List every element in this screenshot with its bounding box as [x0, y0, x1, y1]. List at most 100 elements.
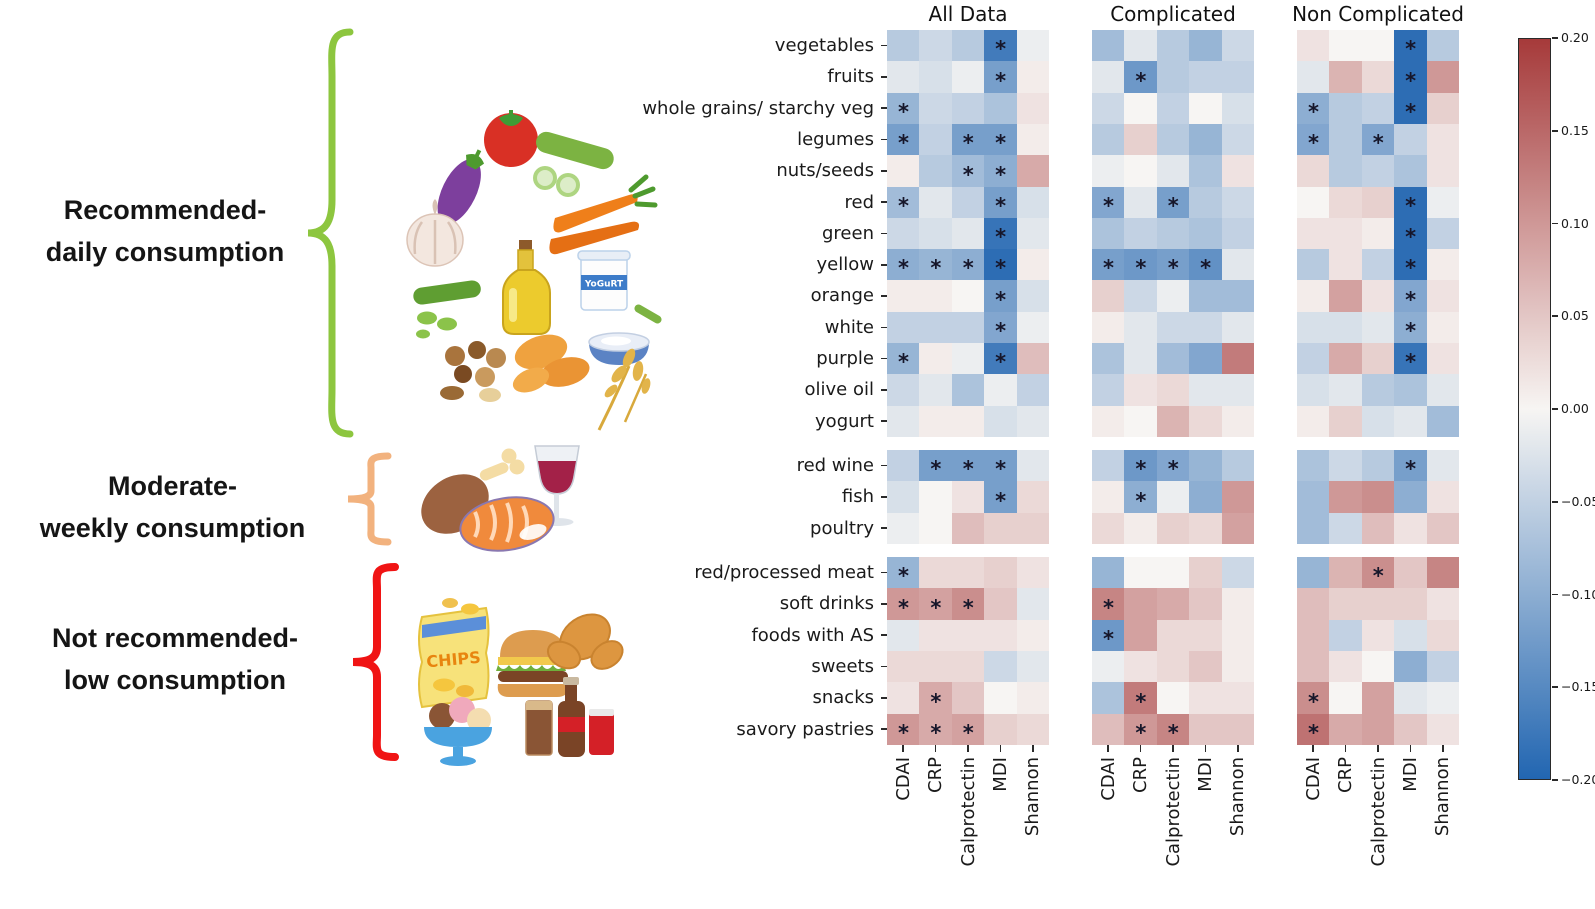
column-label-text: CDAI — [1097, 757, 1119, 801]
significance-asterisk: * — [1372, 564, 1384, 589]
heatmap-cell: * — [1092, 249, 1125, 281]
significance-asterisk: * — [1135, 689, 1147, 714]
significance-asterisk: * — [897, 720, 909, 745]
heatmap-cell — [1092, 650, 1125, 683]
heatmap-cell: * — [1394, 249, 1428, 281]
significance-asterisk: * — [1102, 193, 1114, 218]
heatmap-cell — [1329, 343, 1363, 375]
axis-tick-x — [1204, 745, 1207, 752]
heatmap-cell — [1156, 619, 1190, 652]
heatmap-cell: * — [919, 713, 953, 746]
heatmap-cell — [1016, 343, 1050, 375]
column-label: MDI — [1394, 757, 1426, 907]
heatmap-cell — [1361, 588, 1395, 621]
heatmap-cell — [919, 186, 953, 219]
heatmap-cell — [1329, 280, 1363, 313]
heatmap-cell — [1297, 217, 1330, 250]
heatmap-cell — [1394, 481, 1428, 514]
heatmap-cell — [1361, 450, 1395, 482]
cucumber-icon — [533, 131, 614, 197]
heatmap-cell — [1221, 557, 1255, 589]
row-label: green — [822, 222, 874, 244]
heatmap-cell — [1426, 619, 1460, 652]
significance-asterisk: * — [1405, 225, 1417, 250]
heatmap-cell: * — [984, 311, 1018, 344]
heatmap-cell: * — [984, 217, 1018, 250]
heatmap-cell — [1189, 588, 1223, 621]
column-label: CRP — [1330, 757, 1362, 907]
heatmap-cell — [951, 61, 985, 94]
heatmap-cell — [984, 512, 1018, 545]
heatmap-cell — [1016, 374, 1050, 407]
axis-tick-x — [1237, 745, 1239, 752]
column-label-text: Calprotectin — [957, 757, 979, 867]
axis-tick-y — [881, 107, 887, 110]
heatmap-cell — [887, 217, 920, 250]
significance-asterisk: * — [995, 256, 1007, 281]
column-label-text: Shannon — [1432, 757, 1454, 837]
heatmap-cell — [919, 619, 953, 652]
heatmap-cell: * — [984, 450, 1018, 482]
axis-tick-y — [881, 464, 887, 467]
heatmap-cell — [887, 682, 920, 714]
heatmap-cell — [1124, 619, 1158, 652]
row-label: nuts/seeds — [776, 160, 874, 182]
heatmap-cell — [1092, 92, 1125, 125]
heatmap-cell: * — [951, 155, 985, 187]
croissant-icon — [546, 613, 624, 670]
row-label: legumes — [797, 128, 874, 150]
heatmap-cell — [1297, 650, 1330, 683]
heatmap-cell: * — [1394, 217, 1428, 250]
heatmap-cell — [1156, 30, 1190, 62]
significance-asterisk: * — [1167, 720, 1179, 745]
heatmap-cell — [1189, 512, 1223, 545]
heatmap-cell — [1394, 619, 1428, 652]
heatmap-cell — [1426, 512, 1460, 545]
heatmap-cell — [1361, 155, 1395, 187]
heatmap-cell — [919, 61, 953, 94]
colorbar-tick-label: −0.15 — [1561, 679, 1595, 695]
chips-label-text: CHIPS — [426, 648, 482, 672]
heatmap-cell: * — [1297, 123, 1330, 156]
burger-icon — [496, 630, 569, 697]
heatmap-cell: * — [1092, 619, 1125, 652]
category-label-line1: Moderate- — [107, 471, 237, 501]
significance-asterisk: * — [897, 595, 909, 620]
row-label: red wine — [796, 455, 874, 476]
colorbar-tick — [1552, 222, 1558, 225]
heatmap-cell — [1329, 650, 1363, 683]
significance-asterisk: * — [1405, 457, 1417, 482]
category-label-line2: daily consumption — [45, 236, 285, 267]
significance-asterisk: * — [1102, 595, 1114, 620]
garlic-icon — [406, 199, 464, 267]
heatmap-cell: * — [984, 249, 1018, 281]
olive-oil-icon — [502, 240, 551, 335]
heatmap-cell — [1329, 30, 1363, 62]
heatmap-cell — [887, 30, 920, 62]
significance-asterisk: * — [995, 488, 1007, 513]
row-label: snacks — [812, 687, 874, 709]
significance-asterisk: * — [1102, 256, 1114, 281]
heatmap-cell — [1016, 249, 1050, 281]
column-label: Shannon — [1222, 757, 1254, 907]
heatmap-cell — [887, 280, 920, 313]
heatmap-cell — [1189, 280, 1223, 313]
heatmap-cell — [984, 619, 1018, 652]
heatmap-cell — [1221, 217, 1255, 250]
sweet-potatoes-icon — [512, 334, 590, 393]
panel-title: All Data — [928, 2, 1008, 26]
heatmap-cell — [1016, 92, 1050, 125]
heatmap-cell — [1221, 405, 1255, 438]
yogurt-label-text: YoGuRT — [584, 280, 624, 290]
axis-tick-x — [902, 745, 904, 752]
green-brace — [307, 28, 354, 438]
colorbar-tick — [1552, 500, 1558, 503]
significance-asterisk: * — [1307, 720, 1319, 745]
axis-tick-y — [881, 571, 887, 574]
axis-tick-y — [881, 170, 887, 172]
heatmap-cell — [1156, 343, 1190, 375]
heatmap-cell — [1361, 30, 1395, 62]
significance-asterisk: * — [1405, 319, 1417, 344]
heatmap-cell — [1092, 512, 1125, 545]
